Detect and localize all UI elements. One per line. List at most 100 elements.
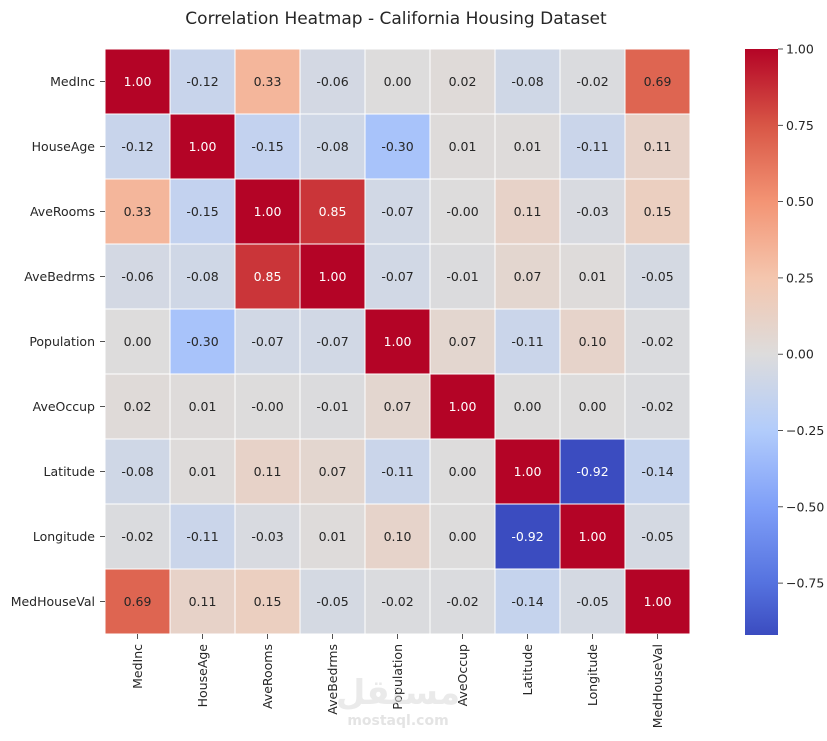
- cell-value-label: -0.01: [316, 399, 348, 414]
- heatmap-cell: [364, 178, 431, 245]
- heatmap-cell: [234, 503, 301, 570]
- cell-value-label: -0.03: [576, 204, 608, 219]
- cell-value-label: 1.00: [644, 594, 672, 609]
- heatmap-cell: [234, 48, 301, 115]
- heatmap-cell: [169, 243, 236, 310]
- heatmap-cells: 1.00 -0.12 0.33 -0.06 0.00 0.02 -0.08 -0.02 0.69…: [104, 48, 691, 635]
- column-label: Population: [390, 644, 405, 710]
- colorbar-tick-label: 0.75: [786, 118, 814, 133]
- watermark-arabic: مستقل: [336, 673, 460, 713]
- cell-value-label: -0.11: [511, 334, 543, 349]
- row-label: Longitude: [33, 529, 95, 544]
- column-label: MedInc: [130, 644, 145, 689]
- cell-value-label: 0.02: [449, 74, 477, 89]
- heatmap-cell: [169, 438, 236, 505]
- cell-value-label: 1.00: [514, 464, 542, 479]
- colorbar-gradient: [745, 49, 778, 635]
- heatmap-cell: [494, 113, 561, 180]
- cell-value-label: 0.33: [254, 74, 282, 89]
- cell-value-label: -0.02: [641, 334, 673, 349]
- cell-value-label: 0.00: [449, 529, 477, 544]
- cell-value-label: -0.06: [121, 269, 153, 284]
- heatmap-cell: [559, 113, 626, 180]
- cell-value-label: 0.85: [319, 204, 347, 219]
- heatmap-cell: [104, 113, 171, 180]
- cell-value-label: 0.15: [254, 594, 282, 609]
- cell-value-label: 0.01: [514, 139, 542, 154]
- heatmap-cell: [559, 373, 626, 440]
- cell-value-label: -0.05: [576, 594, 608, 609]
- colorbar-tick-label: 0.50: [786, 194, 814, 209]
- cell-value-label: 0.07: [319, 464, 347, 479]
- cell-value-label: -0.08: [186, 269, 218, 284]
- cell-value-label: 0.00: [449, 464, 477, 479]
- cell-value-label: -0.02: [381, 594, 413, 609]
- watermark-latin: mostaql.com: [347, 713, 448, 729]
- cell-value-label: -0.11: [576, 139, 608, 154]
- heatmap-cell: [234, 178, 301, 245]
- heatmap-cell: [299, 503, 366, 570]
- cell-value-label: -0.07: [381, 269, 413, 284]
- heatmap-cell: [364, 373, 431, 440]
- watermark: مستقل mostaql.com: [336, 673, 460, 729]
- cell-value-label: 0.02: [124, 399, 152, 414]
- column-label: Longitude: [585, 644, 600, 706]
- cell-value-label: 0.01: [189, 399, 217, 414]
- heatmap-cell: [234, 568, 301, 635]
- cell-value-label: -0.07: [381, 204, 413, 219]
- cell-value-label: -0.11: [381, 464, 413, 479]
- cell-value-label: 0.00: [124, 334, 152, 349]
- row-label: AveBedrms: [24, 269, 95, 284]
- cell-value-label: 0.69: [124, 594, 152, 609]
- colorbar-tick-label: −0.25: [786, 423, 824, 438]
- column-label: AveOccup: [455, 644, 470, 706]
- cell-value-label: -0.12: [121, 139, 153, 154]
- heatmap-cell: [429, 48, 496, 115]
- heatmap-cell: [624, 243, 691, 310]
- chart-title: Correlation Heatmap - California Housing…: [185, 9, 607, 29]
- cell-value-label: -0.30: [381, 139, 413, 154]
- cell-value-label: 0.11: [189, 594, 217, 609]
- row-label: MedHouseVal: [11, 594, 95, 609]
- row-label: Population: [29, 334, 95, 349]
- heatmap-cell: [104, 438, 171, 505]
- cell-value-label: -0.11: [186, 529, 218, 544]
- heatmap-cell: [494, 503, 561, 570]
- cell-value-label: 0.01: [449, 139, 477, 154]
- cell-value-label: 0.11: [254, 464, 282, 479]
- heatmap-cell: [299, 48, 366, 115]
- heatmap-cell: [624, 308, 691, 375]
- cell-value-label: -0.30: [186, 334, 218, 349]
- heatmap-cell: [624, 113, 691, 180]
- heatmap-cell: [234, 308, 301, 375]
- cell-value-label: -0.07: [251, 334, 283, 349]
- cell-value-label: 0.01: [189, 464, 217, 479]
- heatmap-cell: [624, 568, 691, 635]
- heatmap-cell: [104, 48, 171, 115]
- cell-value-label: 0.01: [319, 529, 347, 544]
- heatmap-cell: [104, 178, 171, 245]
- heatmap-cell: [104, 308, 171, 375]
- cell-value-label: -0.02: [446, 594, 478, 609]
- cell-value-label: -0.08: [511, 74, 543, 89]
- cell-value-label: 1.00: [254, 204, 282, 219]
- cell-value-label: 0.11: [514, 204, 542, 219]
- heatmap-cell: [169, 48, 236, 115]
- cell-value-label: -0.00: [251, 399, 283, 414]
- cell-value-label: -0.05: [641, 269, 673, 284]
- heatmap-cell: [169, 373, 236, 440]
- cell-value-label: -0.14: [511, 594, 543, 609]
- cell-value-label: -0.92: [576, 464, 608, 479]
- cell-value-label: 0.00: [579, 399, 607, 414]
- row-labels: MedInc HouseAge AveRooms AveBedrms Populatio…: [11, 74, 105, 609]
- cell-value-label: -0.03: [251, 529, 283, 544]
- colorbar-tick-label: −0.75: [786, 576, 824, 591]
- row-label: AveRooms: [30, 204, 95, 219]
- colorbar-tick-label: 1.00: [786, 42, 814, 57]
- heatmap-cell: [364, 438, 431, 505]
- colorbar-tick-label: 0.25: [786, 270, 814, 285]
- cell-value-label: -0.12: [186, 74, 218, 89]
- cell-value-label: 0.15: [644, 204, 672, 219]
- cell-value-label: -0.02: [641, 399, 673, 414]
